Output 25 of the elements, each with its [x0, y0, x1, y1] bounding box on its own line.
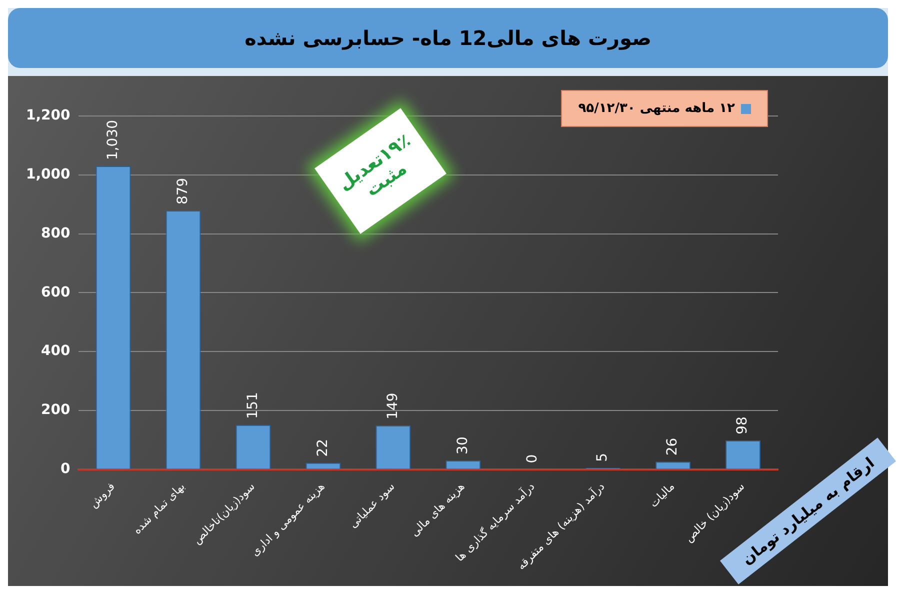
data-label: 5	[594, 452, 611, 462]
data-label: 151	[244, 392, 261, 419]
x-tick-label: سود(زیان)ناخالص	[190, 480, 258, 547]
data-label: 879	[174, 178, 191, 205]
y-tick-label: 0	[60, 460, 71, 477]
y-tick-label: 400	[41, 343, 71, 360]
data-label: 22	[314, 438, 331, 457]
data-label: 1,030	[104, 120, 121, 160]
data-label: 26	[664, 438, 681, 456]
x-tick-label: فروش	[86, 480, 118, 510]
y-tick-label: 1,200	[26, 108, 71, 124]
data-label: 30	[454, 436, 471, 454]
y-tick-label: 1,000	[26, 166, 71, 183]
legend-label: ۱۲ ماهه منتهی ۹۵/۱۲/۳۰	[578, 101, 735, 116]
data-label: 149	[384, 392, 401, 420]
data-label: 98	[734, 416, 751, 434]
x-tick-label: سود عملیاتی	[346, 480, 398, 531]
x-tick-label: هزینه های مالی	[408, 480, 468, 540]
data-label: 0	[524, 454, 541, 464]
x-tick-label: بهای تمام شده	[130, 480, 188, 537]
y-tick-label: 200	[41, 402, 71, 418]
y-tick-label: 600	[41, 284, 71, 300]
chart-title: صورت های مالی12 ماه- حسابرسی نشده	[244, 26, 652, 50]
y-tick-label: 800	[41, 225, 71, 242]
x-tick-label: مالیات	[647, 480, 678, 510]
